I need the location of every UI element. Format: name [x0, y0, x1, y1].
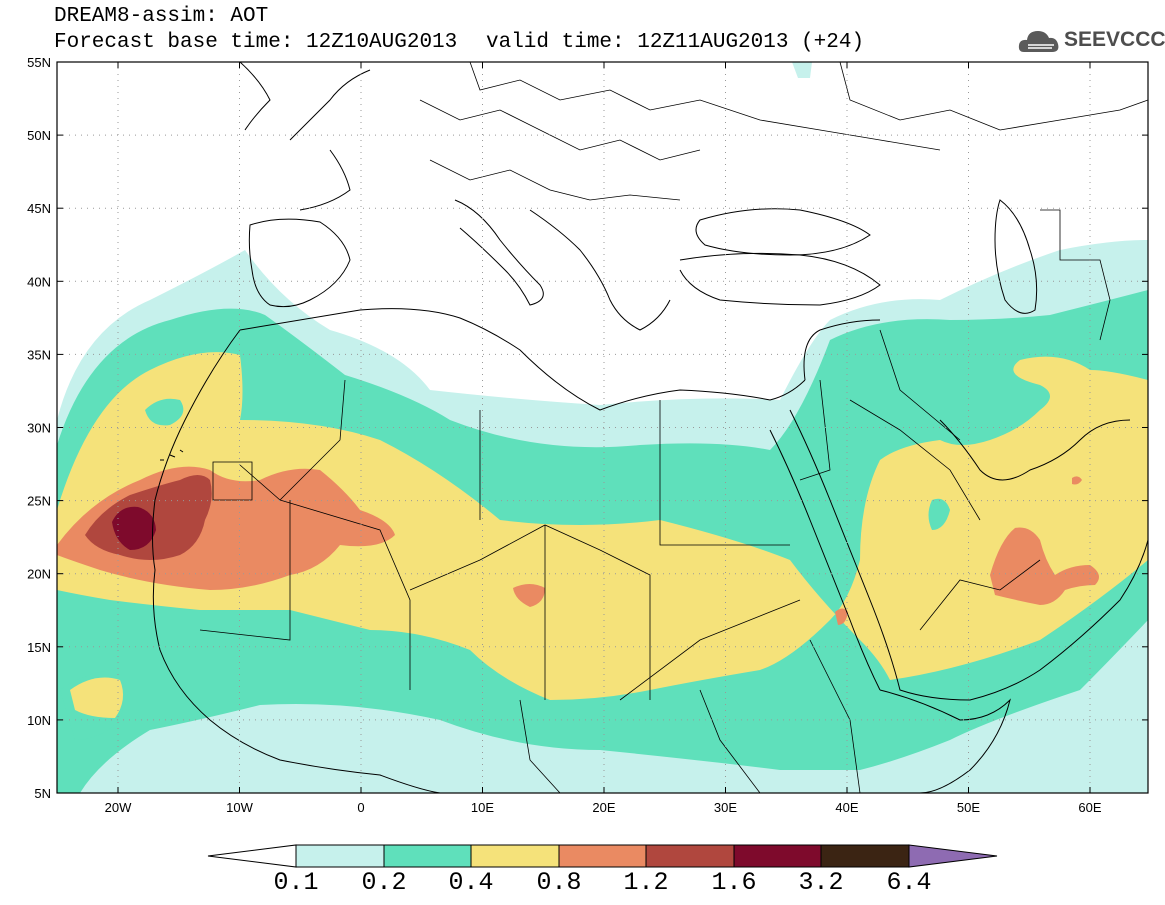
colorbar-swatch — [383, 844, 472, 868]
valid-time: valid time: 12Z11AUG2013 (+24) — [486, 31, 865, 54]
colorbar-swatch — [558, 844, 647, 868]
forecast-base-time: Forecast base time: 12Z10AUG2013 — [54, 31, 458, 54]
colorbar-tick: 1.2 — [623, 868, 669, 897]
lon-label: 0 — [357, 800, 364, 815]
lon-label: 10E — [471, 800, 494, 815]
lat-label: 45N — [27, 201, 51, 216]
colorbar-tick: 1.6 — [711, 868, 757, 897]
lon-label: 40E — [835, 800, 858, 815]
colorbar-swatch — [820, 844, 910, 868]
lon-label: 30E — [714, 800, 737, 815]
colorbar-swatch — [645, 844, 735, 868]
colorbar-lower-extend — [207, 844, 297, 868]
longitude-labels: 20W 10W 0 10E 20E 30E 40E 50E 60E — [105, 800, 1102, 815]
lon-label: 10W — [226, 800, 253, 815]
coastlines — [152, 62, 1148, 793]
lat-label: 25N — [27, 494, 51, 509]
cloud-icon — [1018, 31, 1059, 52]
lat-label: 50N — [27, 128, 51, 143]
lat-label: 30N — [27, 421, 51, 436]
colorbar-swatch — [733, 844, 822, 868]
lat-label: 55N — [27, 55, 51, 70]
colorbar-swatch — [470, 844, 560, 868]
colorbar-tick: 0.1 — [273, 868, 319, 897]
colorbar-tick: 3.2 — [798, 868, 844, 897]
colorbar-upper-extend — [908, 844, 998, 868]
logo-text: SEEVCCC — [1064, 28, 1165, 51]
axis-ticks — [57, 61, 1148, 794]
aot-contour-1.6 — [112, 506, 156, 550]
colorbar — [207, 844, 998, 868]
colorbar-tick: 0.8 — [536, 868, 582, 897]
map-title: DREAM8-assim: AOT — [54, 5, 269, 28]
lon-label: 50E — [957, 800, 980, 815]
lon-label: 20W — [105, 800, 132, 815]
lat-label: 40N — [27, 274, 51, 289]
lon-label: 20E — [592, 800, 615, 815]
colorbar-tick: 0.2 — [361, 868, 407, 897]
colorbar-tick: 6.4 — [886, 868, 932, 897]
lat-label: 35N — [27, 347, 51, 362]
latitude-labels: 55N 50N 45N 40N 35N 30N 25N 20N 15N 10N 5N — [27, 55, 51, 801]
country-borders — [199, 62, 1148, 793]
colorbar-tick: 0.4 — [448, 868, 494, 897]
lat-label: 10N — [27, 713, 51, 728]
lat-label: 15N — [27, 640, 51, 655]
lat-label: 5N — [34, 786, 51, 801]
lat-label: 20N — [27, 567, 51, 582]
lon-label: 60E — [1078, 800, 1101, 815]
colorbar-swatch — [295, 844, 385, 868]
